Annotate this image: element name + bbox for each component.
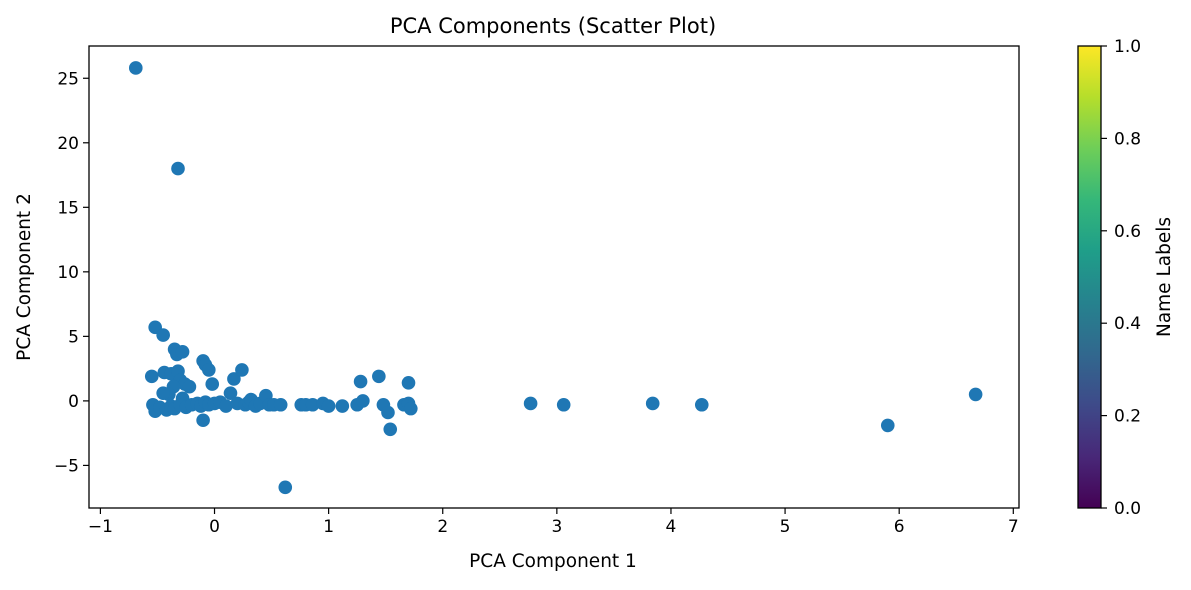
- data-point: [156, 386, 170, 400]
- chart-title: PCA Components (Scatter Plot): [390, 14, 716, 38]
- colorbar-gradient: [1077, 45, 1102, 509]
- plot-frame: [88, 45, 1020, 509]
- x-axis-ticks: −1 0 1 2 3 4 5 6 7: [88, 508, 1019, 537]
- data-point: [144, 369, 159, 384]
- y-tick-label: 0: [68, 392, 79, 412]
- data-point: [353, 374, 368, 389]
- data-point: [383, 422, 398, 437]
- colorbar-tick-label: 0.2: [1114, 407, 1141, 427]
- data-point: [321, 399, 336, 413]
- x-tick-label: 2: [437, 517, 448, 537]
- data-point: [223, 386, 238, 400]
- colorbar-tick-label: 1.0: [1114, 37, 1141, 57]
- plot-area: −1 0 1 2 3 4 5 6 7 −5 0 5 10 15 20 25: [54, 45, 1020, 537]
- data-point: [401, 376, 416, 390]
- x-tick-label: 0: [209, 517, 220, 537]
- x-tick-label: 7: [1008, 517, 1019, 537]
- y-tick-label: 10: [57, 263, 79, 283]
- data-point: [273, 397, 288, 412]
- data-point: [305, 397, 320, 412]
- y-tick-label: −5: [54, 456, 79, 476]
- data-point: [235, 363, 249, 377]
- data-point: [523, 396, 538, 411]
- data-point: [403, 401, 418, 416]
- colorbar-tick-label: 0.6: [1114, 222, 1141, 242]
- data-point: [156, 328, 170, 342]
- data-point: [196, 413, 210, 428]
- colorbar: 0.0 0.2 0.4 0.6 0.8 1.0 Name Labels: [1077, 37, 1175, 519]
- data-point: [880, 418, 895, 433]
- data-point: [219, 399, 233, 413]
- data-point: [968, 387, 983, 402]
- colorbar-label: Name Labels: [1154, 217, 1175, 337]
- y-tick-label: 20: [57, 134, 79, 154]
- data-point: [381, 405, 395, 420]
- data-point: [556, 397, 571, 412]
- data-points: [128, 61, 983, 495]
- y-tick-label: 15: [57, 198, 79, 218]
- x-tick-label: 3: [551, 517, 562, 537]
- data-point: [356, 394, 370, 408]
- x-tick-label: −1: [88, 517, 113, 537]
- colorbar-tick-label: 0.8: [1114, 129, 1141, 149]
- data-point: [694, 397, 709, 412]
- y-tick-label: 5: [68, 327, 79, 347]
- colorbar-tick-label: 0.0: [1114, 499, 1141, 519]
- data-point: [205, 377, 220, 391]
- y-axis-label: PCA Component 2: [14, 193, 35, 361]
- x-tick-label: 5: [780, 517, 791, 537]
- data-point: [128, 61, 143, 75]
- y-axis-ticks: −5 0 5 10 15 20 25: [54, 69, 89, 476]
- y-tick-label: 25: [57, 69, 79, 89]
- data-point: [278, 480, 293, 495]
- data-point: [202, 363, 216, 377]
- data-point: [175, 345, 190, 359]
- data-point: [182, 379, 197, 394]
- data-point: [227, 372, 241, 386]
- x-tick-label: 4: [666, 517, 677, 537]
- colorbar-tick-label: 0.4: [1114, 314, 1141, 334]
- colorbar-ticks: 0.0 0.2 0.4 0.6 0.8 1.0: [1101, 37, 1141, 519]
- x-tick-label: 6: [894, 517, 905, 537]
- x-axis-label: PCA Component 1: [469, 551, 637, 572]
- data-point: [335, 399, 350, 413]
- data-point: [372, 369, 386, 384]
- data-point: [645, 396, 660, 411]
- x-tick-label: 1: [323, 517, 334, 537]
- data-point: [171, 161, 185, 176]
